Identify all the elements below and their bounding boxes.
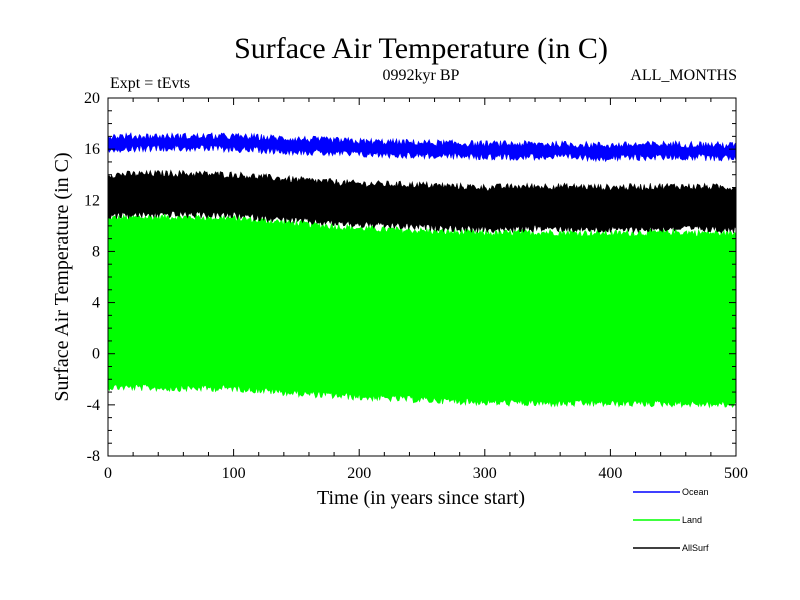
y-tick-label: 8 (92, 243, 100, 260)
x-tick-label: 0 (104, 465, 112, 482)
subtitle-experiment: Expt = tEvts (110, 75, 190, 92)
tick-layer: 0 100 200 300 400 500 -8 -4 0 4 8 12 16 20 (84, 90, 748, 482)
chart-title: Surface Air Temperature (in C) (234, 32, 608, 65)
legend-label-ocean: Ocean (682, 487, 709, 497)
y-tick-label: 0 (92, 346, 100, 363)
subtitle-months: ALL_MONTHS (630, 67, 737, 84)
x-axis-label: Time (in years since start) (317, 487, 525, 509)
y-axis-label: Surface Air Temperature (in C) (51, 152, 73, 401)
legend-label-allsurf: AllSurf (682, 543, 709, 553)
y-tick-label: 16 (84, 141, 100, 158)
x-tick-label: 500 (724, 465, 748, 482)
x-tick-label: 400 (598, 465, 622, 482)
y-tick-label: 12 (84, 192, 100, 209)
series-layer (107, 132, 737, 409)
y-tick-label: 20 (84, 90, 100, 107)
series-ocean (107, 132, 737, 163)
y-tick-label: -8 (87, 448, 100, 465)
y-tick-label: -4 (87, 397, 100, 414)
legend: Ocean Land AllSurf (633, 487, 709, 553)
series-land (107, 213, 737, 409)
x-tick-label: 200 (347, 465, 371, 482)
subtitle-period: 0992kyr BP (383, 67, 460, 84)
y-tick-label: 4 (92, 295, 100, 312)
x-tick-label: 100 (222, 465, 246, 482)
legend-label-land: Land (682, 515, 702, 525)
x-tick-label: 300 (473, 465, 497, 482)
